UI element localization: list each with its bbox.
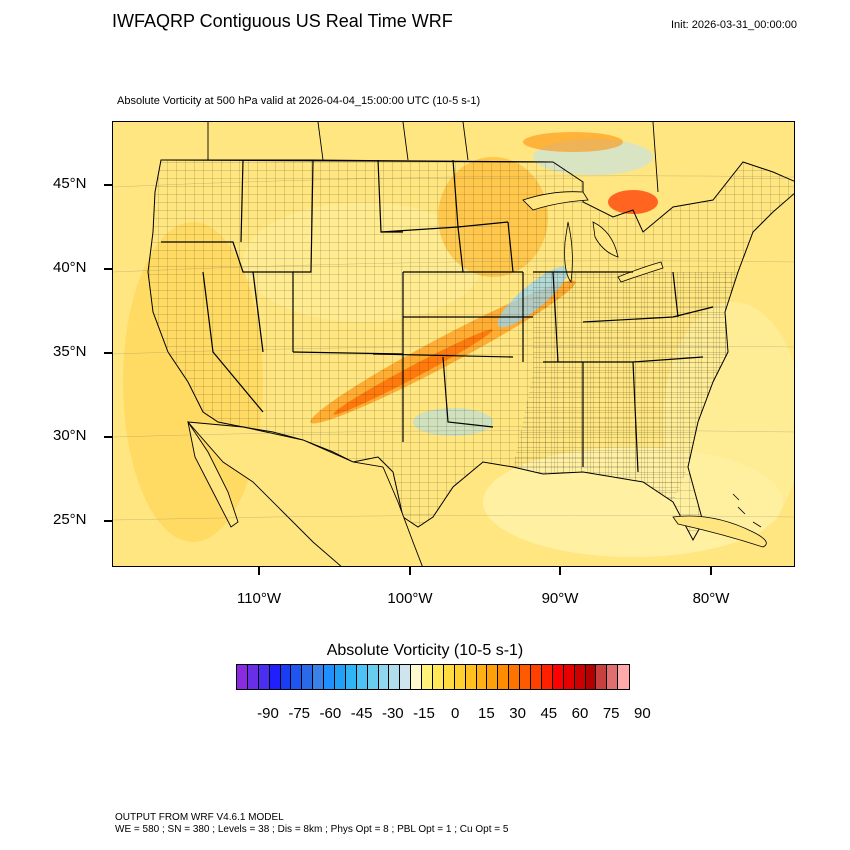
colorbar-title: Absolute Vorticity (10-5 s-1) <box>326 642 524 659</box>
colorbar-label: -75 <box>288 705 311 722</box>
colorbar-label: 15 <box>478 705 495 722</box>
colorbar-swatch <box>585 665 597 689</box>
eastern-counties <box>513 272 738 502</box>
colorbar-swatch <box>335 665 346 689</box>
colorbar-swatch <box>389 665 401 689</box>
colorbar-swatch <box>367 665 379 689</box>
colorbar-label: 60 <box>571 705 589 722</box>
colorbar-swatch <box>356 665 368 689</box>
state-boundaries <box>161 159 714 473</box>
bahamas <box>732 493 762 528</box>
lon-tick <box>559 567 561 575</box>
colorbar-swatch <box>607 665 619 689</box>
colorbar-swatch <box>552 665 564 689</box>
colorbar-swatch <box>509 665 521 689</box>
footer-line-2: WE = 580 ; SN = 380 ; Levels = 38 ; Dis … <box>115 824 509 835</box>
colorbar-label: 90 <box>634 705 651 722</box>
lat-tick <box>104 520 112 522</box>
colorbar-swatch <box>498 665 510 689</box>
colorbar-swatch <box>520 665 532 689</box>
graticule <box>113 175 794 521</box>
lat-tick <box>104 184 112 186</box>
colorbar-swatch <box>618 665 630 689</box>
colorbar-swatch <box>313 665 325 689</box>
map-panel <box>112 121 795 567</box>
canada-province-lines <box>207 122 659 193</box>
lake-erie <box>617 261 664 283</box>
mexico-land <box>186 421 423 566</box>
colorbar-swatch <box>563 665 575 689</box>
colorbar-swatch <box>302 665 314 689</box>
colorbar-swatch <box>574 665 586 689</box>
colorbar-label: 75 <box>602 705 620 722</box>
lat-tick <box>104 268 112 270</box>
lat-label-25n: 25°N <box>53 511 87 528</box>
colorbar-swatch <box>465 665 477 689</box>
colorbar-swatch <box>345 665 357 689</box>
colorbar-label: 30 <box>509 705 526 722</box>
field-subtitle: Absolute Vorticity at 500 hPa valid at 2… <box>117 95 481 107</box>
colorbar-label: -30 <box>381 705 404 722</box>
colorbar-label: -90 <box>257 705 279 722</box>
vorticity-maximum <box>608 190 658 214</box>
lat-label-30n: 30°N <box>53 427 87 444</box>
canada-border <box>160 159 554 163</box>
colorbar-swatch <box>378 665 390 689</box>
colorbar-swatch <box>443 665 455 689</box>
colorbar-swatch <box>541 665 553 689</box>
lon-tick <box>409 567 411 575</box>
lat-label-45n: 45°N <box>53 175 87 192</box>
vorticity-maximum <box>523 132 623 152</box>
colorbar-swatch <box>291 665 303 689</box>
lon-label-100w: 100°W <box>387 590 433 607</box>
lon-tick <box>258 567 260 575</box>
colorbar <box>236 664 631 690</box>
init-time: Init: 2026-03-31_00:00:00 <box>671 19 797 31</box>
colorbar-label: 45 <box>540 705 558 722</box>
lake-michigan <box>564 221 573 283</box>
vorticity-map <box>113 122 794 566</box>
colorbar-swatch <box>400 665 412 689</box>
chart-title: IWFAQRP Contiguous US Real Time WRF <box>112 11 453 31</box>
colorbar-swatch <box>476 665 488 689</box>
colorbar-swatch <box>411 665 423 689</box>
colorbar-swatch <box>324 665 336 689</box>
colorbar-swatch <box>280 665 292 689</box>
lat-label-35n: 35°N <box>53 343 87 360</box>
colorbar-swatch <box>433 665 444 689</box>
lon-label-80w: 80°W <box>692 590 730 607</box>
model-info-footer: OUTPUT FROM WRF V4.6.1 MODEL WE = 580 ; … <box>115 812 508 836</box>
lat-tick <box>104 352 112 354</box>
colorbar-swatch <box>454 665 466 689</box>
colorbar-swatch <box>487 665 499 689</box>
colorbar-swatch <box>258 665 270 689</box>
footer-line-1: OUTPUT FROM WRF V4.6.1 MODEL <box>115 812 284 823</box>
colorbar-swatch <box>422 665 434 689</box>
colorbar-label: 0 <box>451 705 460 722</box>
lake-huron <box>592 221 619 258</box>
baja-peninsula <box>187 421 239 528</box>
colorbar-swatch <box>531 665 542 689</box>
lake-superior <box>522 191 589 211</box>
lat-tick <box>104 436 112 438</box>
colorbar-label: -60 <box>319 705 342 722</box>
colorbar-label: -45 <box>350 705 373 722</box>
lon-tick <box>710 567 712 575</box>
colorbar-swatch <box>269 665 281 689</box>
colorbar-swatch <box>596 665 608 689</box>
colorbar-label: -15 <box>413 705 435 722</box>
colorbar-swatch <box>237 665 248 689</box>
lon-label-90w: 90°W <box>541 590 579 607</box>
lat-label-40n: 40°N <box>53 259 87 276</box>
cuba <box>672 515 767 548</box>
colorbar-swatch <box>247 665 259 689</box>
lon-label-110w: 110°W <box>236 590 282 607</box>
